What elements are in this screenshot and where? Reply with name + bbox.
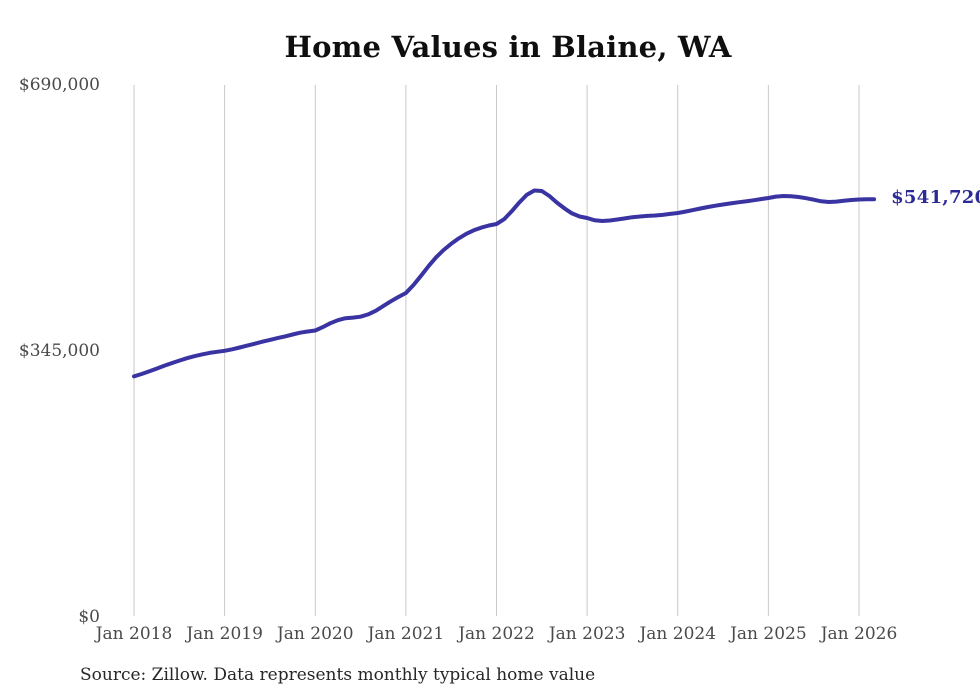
x-tick-label: Jan 2019 <box>186 624 263 644</box>
y-tick-label: $0 <box>78 607 100 627</box>
x-tick-label: Jan 2020 <box>276 624 354 644</box>
source-note: Source: Zillow. Data represents monthly … <box>80 665 596 685</box>
home-value-line <box>132 188 877 379</box>
y-tick-label: $345,000 <box>18 341 100 361</box>
y-tick-label: $690,000 <box>18 75 100 95</box>
latest-value-label: $541,720 <box>891 187 980 209</box>
x-tick-label: Jan 2023 <box>548 624 626 644</box>
x-tick-label: Jan 2018 <box>95 624 173 644</box>
x-tick-label: Jan 2025 <box>730 624 807 644</box>
x-tick-label: Jan 2022 <box>458 624 535 644</box>
x-tick-label: Jan 2021 <box>367 624 445 644</box>
x-tick-label: Jan 2026 <box>820 624 898 644</box>
x-tick-label: Jan 2024 <box>639 624 717 644</box>
chart-title: Home Values in Blaine, WA <box>284 30 732 64</box>
